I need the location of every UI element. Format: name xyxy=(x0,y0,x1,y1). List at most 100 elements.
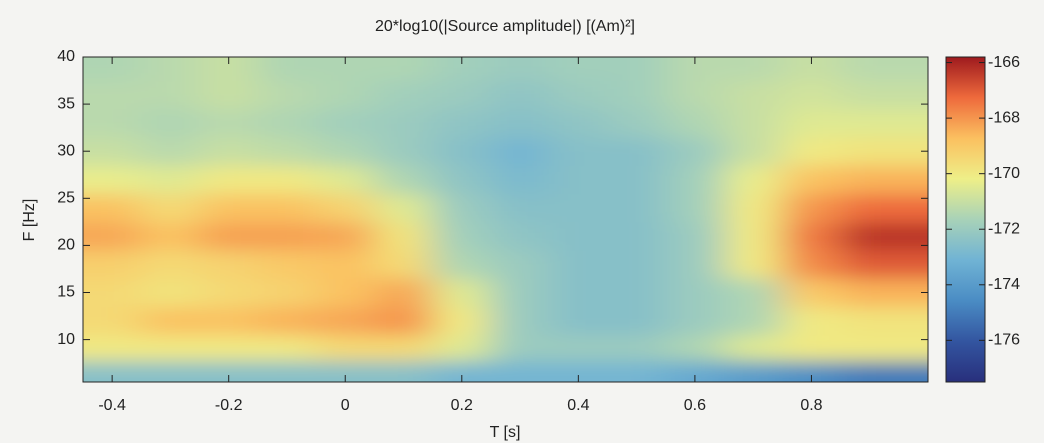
heatmap-cell xyxy=(316,334,375,362)
heatmap-cell xyxy=(316,250,375,279)
heatmap-cell xyxy=(840,137,928,166)
heatmap-cell xyxy=(490,334,550,362)
heatmap-cell xyxy=(432,250,492,279)
heatmap xyxy=(83,57,928,382)
heatmap-cell xyxy=(782,165,842,195)
heatmap-cell xyxy=(490,306,550,336)
heatmap-cell xyxy=(840,193,928,223)
heatmap-cell xyxy=(607,221,667,251)
heatmap-cell xyxy=(724,80,783,110)
colorbar xyxy=(945,56,986,383)
heatmap-cell xyxy=(257,278,317,308)
heatmap-cell xyxy=(257,306,317,336)
heatmap-cell xyxy=(141,250,201,279)
heatmap-cell xyxy=(316,165,375,195)
heatmap-cell xyxy=(665,360,725,382)
heatmap-cell xyxy=(199,193,259,223)
heatmap-cell xyxy=(490,278,550,308)
heatmap-cell xyxy=(316,221,375,251)
heatmap-cell xyxy=(199,80,259,110)
heatmap-cell xyxy=(316,80,375,110)
heatmap-cell xyxy=(83,221,142,251)
heatmap-cell xyxy=(316,57,375,82)
y-tick-label: 20 xyxy=(57,237,75,254)
heatmap-cell xyxy=(432,193,492,223)
heatmap-cell xyxy=(257,137,317,166)
heatmap-cell xyxy=(83,306,142,336)
heatmap-cell xyxy=(374,334,434,362)
heatmap-cell xyxy=(782,80,842,110)
heatmap-cell xyxy=(782,360,842,382)
heatmap-cell xyxy=(549,334,608,362)
heatmap-cell xyxy=(432,108,492,138)
heatmap-cell xyxy=(607,80,667,110)
heatmap-cell xyxy=(782,137,842,166)
heatmap-cell xyxy=(549,108,608,138)
y-tick-label: 15 xyxy=(57,284,75,301)
heatmap-cell xyxy=(840,57,928,82)
heatmap-cell xyxy=(724,108,783,138)
heatmap-cell xyxy=(549,165,608,195)
heatmap-cell xyxy=(199,334,259,362)
heatmap-cell xyxy=(607,360,667,382)
heatmap-cell xyxy=(83,360,142,382)
heatmap-cell xyxy=(83,137,142,166)
heatmap-cell xyxy=(607,334,667,362)
heatmap-cell xyxy=(199,360,259,382)
heatmap-cell xyxy=(141,334,201,362)
heatmap-cell xyxy=(490,137,550,166)
heatmap-cell xyxy=(724,137,783,166)
heatmap-cell xyxy=(257,221,317,251)
heatmap-cell xyxy=(257,250,317,279)
heatmap-cell xyxy=(257,80,317,110)
heatmap-cell xyxy=(782,278,842,308)
heatmap-cell xyxy=(549,80,608,110)
y-tick-label: 35 xyxy=(57,95,75,112)
heatmap-cell xyxy=(607,108,667,138)
heatmap-cell xyxy=(665,57,725,82)
heatmap-cell xyxy=(782,57,842,82)
heatmap-cell xyxy=(490,193,550,223)
heatmap-cell xyxy=(83,250,142,279)
y-tick-label: 10 xyxy=(57,331,75,348)
heatmap-cell xyxy=(316,360,375,382)
heatmap-cell xyxy=(316,137,375,166)
heatmap-cell xyxy=(490,360,550,382)
heatmap-cell xyxy=(724,221,783,251)
heatmap-cell xyxy=(549,278,608,308)
heatmap-cell xyxy=(257,193,317,223)
heatmap-cell xyxy=(607,57,667,82)
heatmap-cell xyxy=(199,165,259,195)
heatmap-cell xyxy=(782,306,842,336)
heatmap-cell xyxy=(141,137,201,166)
heatmap-cell xyxy=(665,250,725,279)
heatmap-cell xyxy=(782,108,842,138)
heatmap-cell xyxy=(549,193,608,223)
heatmap-cell xyxy=(83,278,142,308)
heatmap-cell xyxy=(257,57,317,82)
heatmap-cell xyxy=(199,250,259,279)
heatmap-cell xyxy=(549,221,608,251)
heatmap-cell xyxy=(83,165,142,195)
heatmap-cell xyxy=(840,250,928,279)
x-tick-label: 0.8 xyxy=(800,397,822,414)
heatmap-cell xyxy=(374,221,434,251)
y-tick-label: 40 xyxy=(57,48,75,65)
heatmap-cell xyxy=(490,57,550,82)
heatmap-cell xyxy=(141,360,201,382)
heatmap-cell xyxy=(607,250,667,279)
heatmap-cell xyxy=(83,57,142,82)
x-axis-label: T [s] xyxy=(490,424,521,441)
heatmap-cell xyxy=(374,278,434,308)
heatmap-cell xyxy=(199,57,259,82)
heatmap-cell xyxy=(840,165,928,195)
heatmap-cell xyxy=(782,193,842,223)
heatmap-cell xyxy=(432,165,492,195)
heatmap-cell xyxy=(665,334,725,362)
heatmap-cell xyxy=(549,137,608,166)
heatmap-cell xyxy=(840,360,928,382)
heatmap-cell xyxy=(83,334,142,362)
heatmap-cell xyxy=(665,306,725,336)
heatmap-cell xyxy=(724,250,783,279)
heatmap-cell xyxy=(374,250,434,279)
